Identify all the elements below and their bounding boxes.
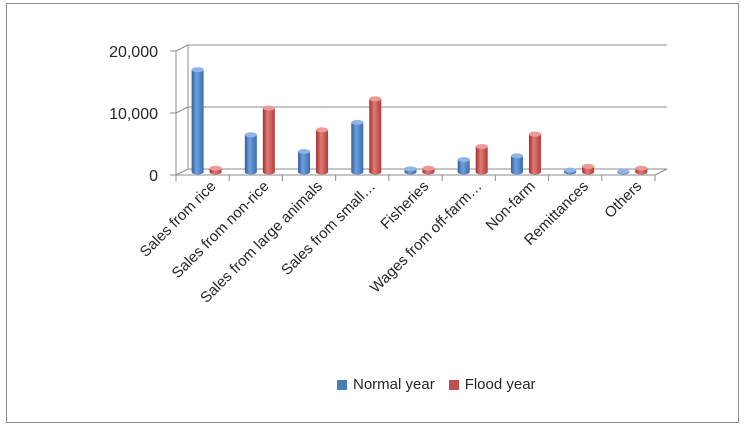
bar-body bbox=[244, 134, 257, 175]
x-tick-label: Non-farm bbox=[483, 178, 539, 234]
bar-top bbox=[510, 153, 523, 159]
bar-normal-year bbox=[298, 149, 311, 175]
legend-label-flood-year: Flood year bbox=[464, 376, 536, 393]
bar-normal-year bbox=[351, 119, 364, 175]
bar-flood-year bbox=[528, 131, 541, 175]
gridline-depth bbox=[175, 106, 189, 114]
bar-top bbox=[191, 67, 204, 73]
bar-top bbox=[404, 166, 417, 172]
x-tick-label: Sales from small… bbox=[278, 178, 379, 279]
bar-top bbox=[262, 105, 275, 111]
bar-normal-year bbox=[404, 166, 417, 175]
bar-body bbox=[475, 146, 488, 175]
bar-flood-year bbox=[209, 165, 222, 175]
bar-body bbox=[191, 69, 204, 175]
bar-top bbox=[209, 165, 222, 171]
legend-item-flood-year: Flood year bbox=[448, 376, 536, 393]
gridline-depth bbox=[175, 168, 189, 176]
floor-right-edge bbox=[654, 168, 668, 176]
y-tick-label: 10,000 bbox=[109, 106, 158, 123]
legend-swatch-normal-year bbox=[337, 379, 347, 390]
bar-flood-year bbox=[316, 127, 329, 175]
bar-normal-year bbox=[617, 168, 630, 175]
bar-top bbox=[564, 167, 577, 173]
x-tick-label: Sales from non-rice bbox=[169, 178, 273, 282]
bar-top bbox=[528, 131, 541, 137]
x-tick-label: Fisheries bbox=[377, 178, 432, 233]
bar-body bbox=[298, 151, 311, 175]
bar-normal-year bbox=[244, 132, 257, 175]
legend: Normal year Flood year bbox=[337, 376, 550, 393]
legend-item-normal-year: Normal year bbox=[337, 376, 435, 393]
x-tick-label: Others bbox=[601, 178, 645, 222]
bar-flood-year bbox=[369, 96, 382, 175]
bar-body bbox=[369, 98, 382, 175]
bar-top bbox=[351, 119, 364, 125]
bar-top bbox=[298, 149, 311, 155]
bar-normal-year bbox=[510, 153, 523, 175]
gridline-depth bbox=[175, 44, 189, 52]
bar-top bbox=[475, 144, 488, 150]
bar-top bbox=[635, 165, 648, 171]
y-tick-label: 20,000 bbox=[109, 44, 158, 61]
bar-flood-year bbox=[422, 165, 435, 175]
bar-top bbox=[316, 127, 329, 133]
bar-body bbox=[316, 129, 329, 175]
bar-flood-year bbox=[635, 165, 648, 175]
bar-top bbox=[244, 132, 257, 138]
bar-body bbox=[457, 159, 470, 175]
bar-body bbox=[262, 108, 275, 175]
bar-top bbox=[457, 157, 470, 163]
bar-top bbox=[422, 165, 435, 171]
bar-top bbox=[369, 96, 382, 102]
bar-flood-year bbox=[262, 105, 275, 175]
y-tick-label: 0 bbox=[149, 168, 158, 185]
chart-area bbox=[6, 3, 739, 423]
legend-swatch-flood-year bbox=[448, 379, 459, 390]
bar-body bbox=[528, 134, 541, 175]
bar-flood-year bbox=[475, 144, 488, 175]
legend-label-normal-year: Normal year bbox=[353, 376, 435, 393]
bar-normal-year bbox=[191, 67, 204, 175]
bar-top bbox=[617, 168, 630, 174]
bar-normal-year bbox=[564, 167, 577, 175]
bar-normal-year bbox=[457, 157, 470, 175]
bar-flood-year bbox=[582, 163, 595, 175]
bar-body bbox=[510, 155, 523, 175]
bar-top bbox=[582, 163, 595, 169]
bar-body bbox=[351, 122, 364, 175]
